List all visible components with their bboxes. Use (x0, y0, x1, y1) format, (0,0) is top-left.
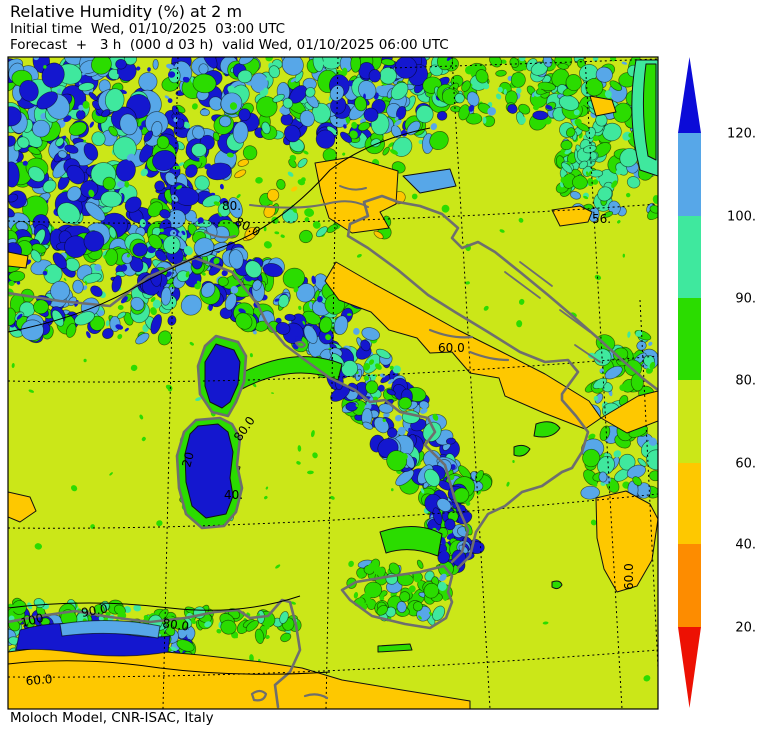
contour-label: 80.0 (162, 616, 190, 634)
initial-time-line: Initial time Wed, 01/10/2025 03:00 UTC (10, 21, 286, 37)
colorbar-label: 100. (727, 210, 756, 225)
colorbar (678, 57, 701, 708)
coastlines (8, 127, 658, 709)
contour-label: 90.0 (80, 602, 109, 620)
colorbar-tick-labels: 120. 100. 90. 80. 60. 40. 20. (727, 127, 756, 636)
contour-label: 60.0 (438, 341, 465, 355)
map-field: 80.80.0 56.60.02040.80.010090.080.060.060… (8, 57, 658, 709)
contour-label: 100 (19, 611, 45, 630)
colorbar-label: 20. (735, 621, 756, 636)
page-title: Relative Humidity (%) at 2 m (10, 2, 243, 21)
graticule-gridlines (8, 57, 658, 709)
model-attribution: Moloch Model, CNR-ISAC, Italy (10, 710, 214, 726)
contour-labels: 80.80.0 56.60.02040.80.010090.080.060.060… (19, 199, 636, 688)
colorbar-label: 120. (727, 127, 756, 142)
humidity-patches (8, 59, 658, 709)
forecast-line: Forecast + 3 h (000 d 03 h) valid Wed, 0… (10, 37, 449, 53)
contour-label: 56. (592, 212, 611, 226)
contour-label: 60.0 (622, 563, 636, 590)
contour-label: 80. (222, 199, 241, 213)
colorbar-label: 80. (735, 374, 756, 389)
colorbar-label: 40. (735, 538, 756, 553)
contour-label: 60.0 (25, 672, 53, 688)
contour-label: 20 (179, 450, 196, 468)
contour-label: 40. (224, 488, 243, 502)
map-frame (7, 56, 659, 710)
colorbar-label: 90. (735, 292, 756, 307)
colorbar-label: 60. (735, 457, 756, 472)
